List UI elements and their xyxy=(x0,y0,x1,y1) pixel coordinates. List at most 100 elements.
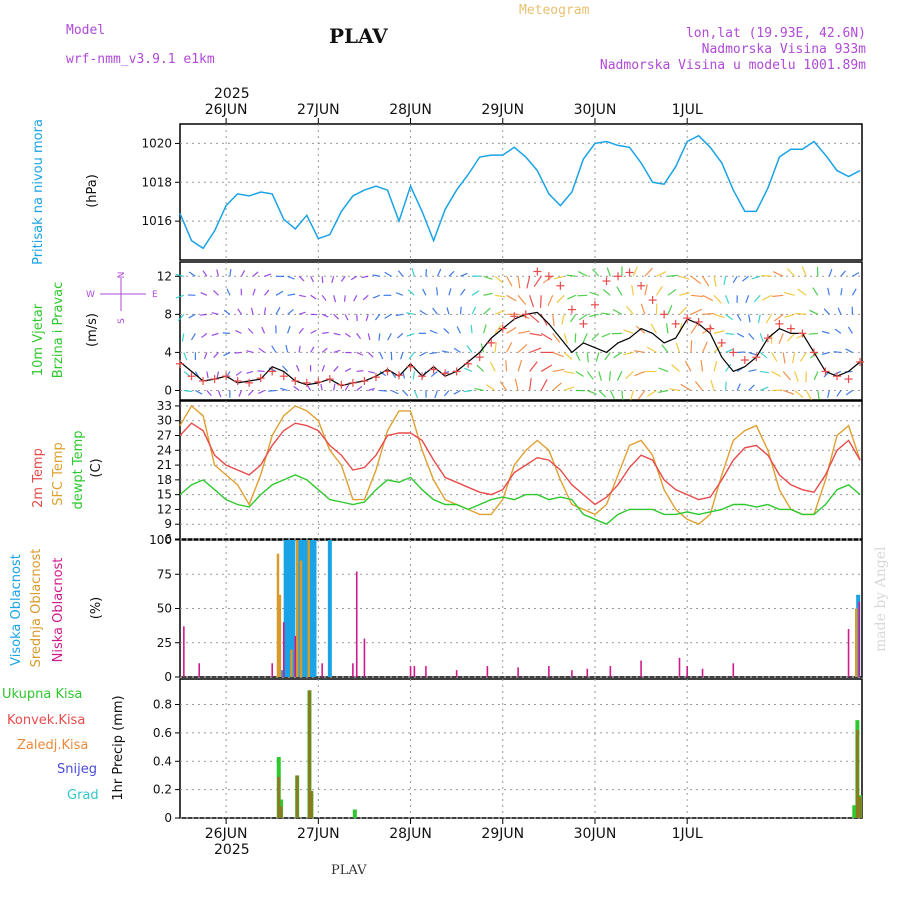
wind-arrow xyxy=(235,352,242,353)
wind-arrow xyxy=(835,329,841,333)
wind-arrow xyxy=(601,313,610,314)
wind-arrow xyxy=(507,276,512,286)
station-title: PLAV xyxy=(329,24,388,48)
wind-arrow xyxy=(500,381,506,390)
wind-arrow xyxy=(761,276,771,277)
wind-arrow xyxy=(354,295,357,301)
wind-arrow xyxy=(590,292,599,295)
cloud-bar xyxy=(414,666,416,677)
gust-marker xyxy=(568,306,576,314)
wind-arrow xyxy=(235,331,241,334)
day-label-top: 29JUN xyxy=(481,102,524,118)
wind-arrow xyxy=(749,385,755,391)
wind-arrow xyxy=(703,295,713,300)
wind-arrow xyxy=(345,385,348,390)
wind-arrow xyxy=(299,312,305,314)
wind-arrow xyxy=(802,266,806,276)
ytick-label: 30 xyxy=(157,414,172,428)
wind-arrow xyxy=(454,390,461,394)
wind-arrow xyxy=(214,352,219,357)
wind-arrow xyxy=(299,276,304,281)
wind-arrow xyxy=(200,314,207,315)
wind-arrow xyxy=(265,307,266,314)
wind-arrow xyxy=(507,342,512,352)
cloud-bar xyxy=(183,626,185,677)
wind-arrow xyxy=(437,269,440,276)
wind-arrow xyxy=(414,390,417,398)
wind-arrow xyxy=(691,309,702,314)
wind-arrow xyxy=(518,295,526,304)
wind-arrow xyxy=(420,311,426,315)
wind-arrow xyxy=(299,328,303,333)
wind-arrow xyxy=(617,371,621,380)
wind-arrow xyxy=(541,379,547,390)
precip-conv-bar xyxy=(856,730,859,818)
wind-arrow xyxy=(322,365,324,371)
precip-legend-hail: Grad xyxy=(67,788,99,803)
wind-arrow xyxy=(409,352,414,358)
cloud-bar xyxy=(300,561,303,677)
wind-arrow xyxy=(212,313,219,315)
wind-arrow xyxy=(380,390,387,391)
wind-arrow xyxy=(567,275,576,276)
wind-arrow xyxy=(246,371,253,373)
compass-e: E xyxy=(152,290,158,300)
wind-arrow xyxy=(530,314,539,322)
wind-arrow xyxy=(772,371,781,376)
watermark: made by Angel xyxy=(873,546,889,652)
gust-marker xyxy=(845,375,853,383)
precip-legend-total: Ukupna Kisa xyxy=(2,687,82,702)
wind-arrow xyxy=(613,309,622,314)
altitude-label: Nadmorska Visina 933m xyxy=(702,42,867,57)
wind-arrow xyxy=(357,333,361,338)
wind-arrow xyxy=(518,360,522,371)
wind-arrow xyxy=(426,269,427,276)
wind-arrow xyxy=(457,327,460,334)
wind-arrow xyxy=(471,325,472,333)
gust-marker xyxy=(579,320,587,328)
wind-arrow xyxy=(345,333,350,337)
ytick-label: 1020 xyxy=(141,136,172,150)
ytick-label: 8 xyxy=(164,307,172,321)
cloud-bar xyxy=(517,667,519,677)
wind-arrow xyxy=(610,371,611,380)
wind-arrow xyxy=(460,289,464,295)
wind-arrow xyxy=(726,382,727,391)
wind-arrow xyxy=(733,276,737,283)
wind-arrow xyxy=(288,309,294,314)
cloud-bar xyxy=(364,639,366,677)
wind-arrow xyxy=(779,333,783,343)
wind-arrow xyxy=(311,330,317,333)
cloud-side-label-low: Niska Oblacnost xyxy=(51,558,66,663)
wind-arrow xyxy=(668,289,676,295)
wind-arrow xyxy=(564,352,572,359)
ytick-label: 12 xyxy=(157,269,172,283)
wind-arrow xyxy=(774,314,783,321)
wind-arrow xyxy=(852,273,859,277)
wind-arrow xyxy=(714,276,716,287)
wind-arrow xyxy=(431,371,437,376)
wind-arrow xyxy=(575,333,576,342)
wind-arrow xyxy=(334,314,339,319)
wind-arrow xyxy=(178,314,184,320)
gust-marker xyxy=(234,377,242,385)
cloud-bar xyxy=(425,666,427,677)
wind-arrow xyxy=(772,352,777,361)
plot-layer: 1016101810200481269121518212427303302550… xyxy=(141,102,864,842)
wind-arrow xyxy=(593,269,599,276)
wind-arrow xyxy=(809,333,818,334)
wind-arrow xyxy=(714,331,724,334)
wind-arrow xyxy=(553,314,554,326)
wind-arrow xyxy=(645,284,647,295)
wind-arrow xyxy=(403,390,408,395)
wind-speed-line xyxy=(180,312,860,385)
wind-arrow xyxy=(841,288,842,295)
wind-arrow xyxy=(746,295,749,302)
wind-arrow xyxy=(379,333,380,340)
wind-arrow xyxy=(783,390,794,394)
wind-arrow xyxy=(638,390,645,399)
wind-arrow xyxy=(679,293,689,296)
wind-arrow xyxy=(737,314,741,321)
wind-arrow xyxy=(460,307,461,315)
panel-precip: 00.20.40.60.8 xyxy=(153,679,862,825)
